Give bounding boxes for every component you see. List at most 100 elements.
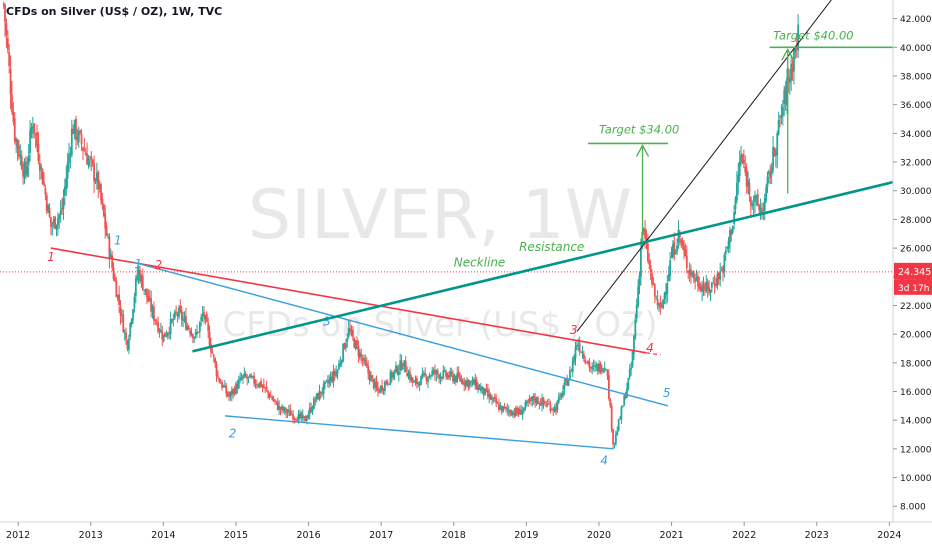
candle-body bbox=[33, 123, 36, 134]
countdown-value: 3d 17h bbox=[898, 284, 929, 294]
candle-body bbox=[278, 405, 281, 410]
candle-body bbox=[109, 254, 112, 258]
candle-body bbox=[726, 246, 729, 249]
candle-body bbox=[56, 218, 59, 226]
candle-body bbox=[151, 307, 154, 312]
candle-body bbox=[422, 373, 425, 376]
candle-body bbox=[634, 319, 637, 338]
candle-body bbox=[588, 361, 591, 368]
candle-body bbox=[347, 327, 350, 337]
candle-body bbox=[528, 399, 531, 402]
candle-body bbox=[495, 398, 498, 404]
candle-body bbox=[570, 370, 573, 372]
candle-body bbox=[299, 413, 301, 415]
candle-body bbox=[677, 229, 680, 243]
candle-body bbox=[265, 386, 268, 390]
candle-body bbox=[793, 49, 795, 71]
wedge-lower-line bbox=[225, 415, 614, 450]
candle-body bbox=[289, 409, 292, 417]
candle-body bbox=[58, 214, 61, 219]
candle-body bbox=[613, 442, 616, 445]
candle-body bbox=[353, 338, 356, 348]
candle-body bbox=[225, 386, 228, 394]
candle-body bbox=[253, 375, 255, 384]
price-tick-label: 36.000 bbox=[900, 101, 932, 111]
candle-body bbox=[765, 187, 768, 201]
candle-body bbox=[129, 322, 132, 337]
candle-body bbox=[555, 407, 557, 412]
price-tick-label: 22.000 bbox=[900, 302, 932, 312]
candle-body bbox=[293, 418, 296, 419]
candle-body bbox=[111, 255, 114, 268]
candle-body bbox=[428, 375, 431, 378]
candle-body bbox=[370, 375, 372, 382]
candle-body bbox=[393, 369, 396, 375]
candle-body bbox=[670, 256, 673, 258]
wedge-lower-wave-label: 4 bbox=[600, 454, 608, 468]
candle-body bbox=[787, 76, 790, 80]
candle-body bbox=[585, 362, 588, 363]
candle-body bbox=[646, 243, 649, 261]
target-40-label: Target $40.00 bbox=[773, 28, 853, 42]
candle-body bbox=[297, 413, 300, 423]
candle-body bbox=[751, 203, 754, 207]
candle-body bbox=[218, 378, 221, 383]
candle-body bbox=[258, 382, 261, 388]
price-axis[interactable]: 8.000 10.000 12.000 14.000 16.000 18.000 20.00… bbox=[892, 0, 932, 522]
candle-body bbox=[574, 346, 577, 359]
candle-body bbox=[553, 406, 556, 412]
candle-body bbox=[723, 254, 726, 272]
candle-body bbox=[164, 332, 166, 337]
candle-body bbox=[303, 416, 306, 417]
candle-body bbox=[756, 194, 759, 206]
time-axis[interactable]: 2012 2013 2014 2015 2016 2017 2018 2019 2020 2021… bbox=[0, 521, 932, 541]
candle-body bbox=[623, 395, 626, 406]
target-40-arrowhead bbox=[781, 47, 795, 61]
candle-body bbox=[11, 94, 13, 113]
candle-body bbox=[768, 171, 770, 174]
candle-body bbox=[260, 380, 262, 387]
candle-body bbox=[360, 353, 363, 357]
candle-body bbox=[61, 207, 63, 211]
candle-body bbox=[702, 284, 705, 290]
countdown-box bbox=[894, 279, 932, 295]
candle-body bbox=[498, 403, 500, 411]
candle-body bbox=[65, 177, 68, 190]
candle-body bbox=[82, 147, 84, 151]
drawings: Target $34.00 Target $40.00 Neckline Resist… bbox=[0, 0, 894, 468]
candle-body bbox=[736, 182, 738, 201]
candle-body bbox=[705, 282, 708, 292]
candle-body bbox=[271, 396, 274, 400]
candle-body bbox=[90, 155, 93, 160]
candle-body bbox=[680, 239, 683, 244]
candle-body bbox=[710, 283, 713, 288]
candle-body bbox=[272, 399, 275, 401]
wedge-upper-wave-label: 3 bbox=[323, 315, 331, 329]
candle-body bbox=[783, 90, 786, 105]
candle-body bbox=[41, 169, 44, 185]
candle-body bbox=[172, 318, 175, 321]
price-tick-label: 38.000 bbox=[900, 73, 932, 83]
candle-body bbox=[80, 134, 83, 145]
candle-body bbox=[673, 241, 676, 256]
candle-body bbox=[719, 271, 722, 280]
candle-body bbox=[402, 367, 404, 369]
candle-body bbox=[338, 363, 340, 370]
candle-body bbox=[438, 374, 441, 379]
wedge-upper-wave-label: 1 bbox=[114, 234, 122, 248]
time-tick-label: 2015 bbox=[224, 530, 248, 541]
candle-body bbox=[16, 139, 19, 149]
candle-body bbox=[421, 373, 424, 377]
candle-body bbox=[795, 47, 798, 49]
candle-body bbox=[176, 314, 179, 315]
candle-body bbox=[791, 67, 794, 72]
candle-body bbox=[267, 390, 269, 394]
candle-body bbox=[708, 287, 710, 293]
candle-body bbox=[627, 377, 630, 389]
candle-body bbox=[198, 322, 201, 332]
candle-body bbox=[15, 138, 18, 143]
candle-body bbox=[221, 382, 223, 388]
candle-body bbox=[630, 367, 633, 370]
